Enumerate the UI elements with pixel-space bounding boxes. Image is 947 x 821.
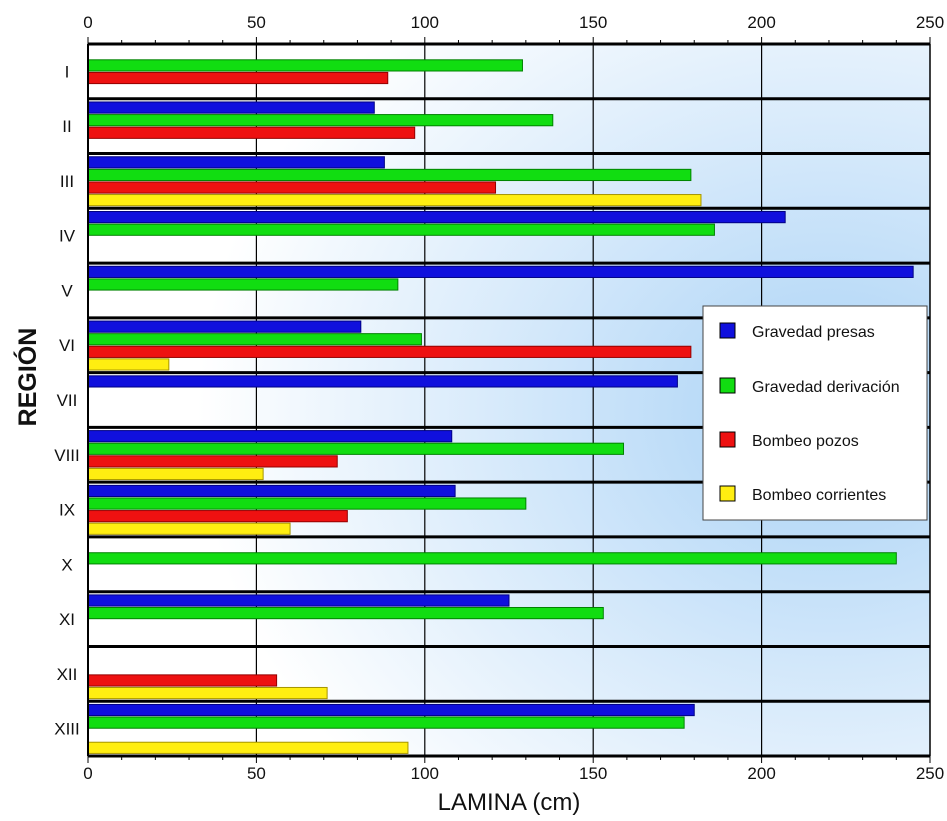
bar-gravedad-derivacion-I: [87, 59, 523, 72]
category-label-VIII: VIII: [54, 446, 80, 465]
bar-gravedad-presas-XI: [87, 594, 510, 607]
legend-label-gravedad-presas: Gravedad presas: [752, 324, 875, 341]
bar-gravedad-derivacion-XI: [87, 606, 604, 620]
bar-bombeo-corrientes-VI: [87, 358, 170, 371]
bar-gravedad-derivacion-III: [87, 168, 692, 182]
bar-gravedad-presas-III: [87, 156, 385, 169]
x-tick-top-0: 0: [83, 13, 92, 32]
x-tick-top-100: 100: [411, 13, 439, 32]
bar-bombeo-corrientes-III: [87, 194, 702, 207]
x-tick-labels-top: 0 50 100 150 200 250: [83, 13, 944, 32]
legend: Gravedad presas Gravedad derivación Bomb…: [702, 305, 928, 521]
bar-bombeo-corrientes-XIII: [87, 741, 409, 754]
bar-gravedad-derivacion-V: [87, 278, 399, 291]
category-label-IX: IX: [59, 501, 75, 520]
bar-bombeo-pozos-VIII: [87, 455, 338, 468]
legend-swatch-bombeo-corrientes: [719, 485, 736, 502]
category-label-V: V: [61, 281, 73, 300]
bar-gravedad-derivacion-VI: [87, 333, 422, 346]
legend-label-bombeo-pozos: Bombeo pozos: [752, 433, 859, 450]
legend-label-bombeo-corrientes: Bombeo corrientes: [752, 487, 886, 504]
x-tick-bottom-200: 200: [747, 764, 775, 783]
category-label-II: II: [62, 117, 71, 136]
x-tick-labels-bottom: 0 50 100 150 200 250: [83, 764, 944, 783]
category-label-III: III: [60, 172, 74, 191]
category-label-XII: XII: [57, 665, 78, 684]
category-label-IV: IV: [59, 227, 76, 246]
category-label-VI: VI: [59, 336, 75, 355]
bar-gravedad-presas-VII: [87, 375, 678, 388]
bar-gravedad-derivacion-VIII: [87, 442, 625, 455]
bar-bombeo-pozos-XII: [87, 674, 278, 687]
category-label-VII: VII: [57, 391, 78, 410]
bar-bombeo-pozos-I: [87, 71, 389, 85]
bar-gravedad-derivacion-IV: [87, 223, 715, 236]
x-tick-bottom-250: 250: [916, 764, 944, 783]
bar-gravedad-derivacion-X: [87, 552, 897, 565]
bar-gravedad-derivacion-II: [87, 114, 554, 127]
bar-gravedad-presas-IX: [87, 484, 456, 498]
bar-bombeo-corrientes-IX: [87, 522, 291, 535]
category-label-X: X: [61, 555, 72, 574]
legend-swatch-bombeo-pozos: [719, 431, 736, 448]
bar-gravedad-presas-VIII: [87, 430, 453, 443]
legend-swatch-gravedad-presas: [719, 322, 736, 339]
bar-gravedad-presas-IV: [87, 211, 786, 224]
bar-gravedad-presas-V: [87, 265, 914, 278]
bar-bombeo-pozos-III: [87, 181, 497, 194]
x-tick-bottom-150: 150: [579, 764, 607, 783]
category-label-XIII: XIII: [54, 720, 80, 739]
category-label-XI: XI: [59, 610, 75, 629]
axes: [87, 37, 931, 763]
x-tick-bottom-50: 50: [247, 764, 266, 783]
bar-bombeo-corrientes-VIII: [87, 467, 264, 481]
x-axis-title: LAMINA (cm): [438, 789, 581, 816]
bar-gravedad-presas-II: [87, 101, 375, 114]
x-tick-top-250: 250: [916, 13, 944, 32]
bar-bombeo-pozos-IX: [87, 510, 348, 523]
bar-bombeo-pozos-II: [87, 126, 416, 139]
x-tick-top-150: 150: [579, 13, 607, 32]
legend-swatch-gravedad-derivacion: [719, 377, 736, 394]
x-tick-bottom-100: 100: [411, 764, 439, 783]
x-tick-top-200: 200: [747, 13, 775, 32]
bar-gravedad-derivacion-IX: [87, 497, 527, 510]
bar-bombeo-corrientes-XII: [87, 686, 328, 700]
bar-bombeo-pozos-VI: [87, 345, 692, 358]
bars: [87, 59, 914, 754]
bar-gravedad-derivacion-XIII: [87, 716, 685, 729]
bar-gravedad-presas-VI: [87, 320, 362, 333]
legend-box: [702, 305, 928, 521]
legend-label-gravedad-derivacion: Gravedad derivación: [752, 379, 900, 396]
bar-gravedad-presas-XIII: [87, 703, 695, 717]
x-tick-top-50: 50: [247, 13, 266, 32]
y-axis-title: REGIÓN: [12, 328, 42, 427]
category-label-I: I: [65, 62, 70, 81]
x-tick-bottom-0: 0: [83, 764, 92, 783]
